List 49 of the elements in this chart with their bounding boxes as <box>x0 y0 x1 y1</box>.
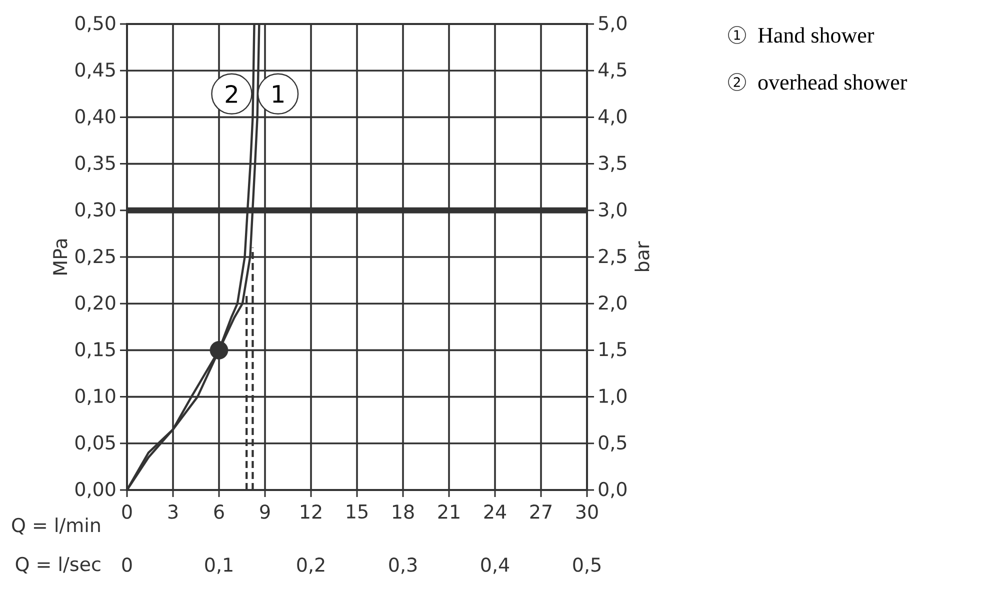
x-tick-label: 12 <box>301 504 322 519</box>
x-tick-label: 9 <box>260 504 270 519</box>
y-tick-label: 0,05 <box>75 435 115 452</box>
y2-tick-label: 1,5 <box>600 342 626 358</box>
y2-tick-label: 1,0 <box>600 388 626 405</box>
y2-tick-label: 0,0 <box>598 482 626 498</box>
annotation: 2 <box>226 84 237 103</box>
y-tick-label: 0,20 <box>75 295 116 312</box>
y-tick-label: 0,40 <box>75 109 116 126</box>
x-tick-label: 6 <box>214 504 224 519</box>
y-tick-label: 0,25 <box>75 248 115 266</box>
y-tick-label: 0,00 <box>75 482 116 498</box>
y2-tick-label: 5,0 <box>599 16 626 32</box>
x-tick-label: 24 <box>484 504 506 519</box>
text: 2 <box>734 77 740 87</box>
y2-tick-label: 3,0 <box>598 202 626 219</box>
y2-tick-label: 4,5 <box>598 62 626 79</box>
y-tick-label: 0,50 <box>75 16 116 32</box>
x2-tick-label: 0,1 <box>205 558 232 574</box>
x-tick-label: 3 <box>168 504 178 519</box>
x-tick-label: 27 <box>530 504 552 519</box>
y2-tick-label: 0,5 <box>598 435 626 452</box>
text: Hand shower <box>758 27 874 43</box>
y2-axis-title: bar <box>634 241 650 272</box>
y-tick-label: 0,35 <box>75 156 115 172</box>
x-tick-label: 21 <box>438 504 460 519</box>
x-tick-label: 18 <box>393 504 414 519</box>
y-tick-label: 0,30 <box>75 202 116 219</box>
y2-tick-label: 2,0 <box>598 295 626 312</box>
y-tick-label: 0,45 <box>75 62 115 79</box>
annotation: 1 <box>273 85 284 103</box>
y2-tick-label: 2,5 <box>598 248 626 266</box>
x-tick-label: 0 <box>122 504 132 519</box>
x2-tick-label: 0,2 <box>297 558 324 574</box>
y-tick-label: 0,15 <box>75 342 115 358</box>
x-axis-title: Q = l/min <box>12 518 100 534</box>
x2-tick-label: 0,3 <box>389 558 417 574</box>
x-tick-label: 15 <box>347 504 368 519</box>
x2-tick-label: 0,5 <box>573 558 600 574</box>
y-axis-title: MPa <box>53 239 68 274</box>
x2-axis-title: Q = l/sec <box>16 556 100 574</box>
y-tick-label: 0,10 <box>75 388 116 405</box>
x2-tick-label: 0,4 <box>481 558 510 574</box>
text: 1 <box>734 30 740 40</box>
x-tick-label: 30 <box>576 504 598 519</box>
x2-tick-label: 0 <box>122 558 132 572</box>
y2-tick-label: 3,5 <box>598 156 626 172</box>
text: overhead shower <box>758 74 908 90</box>
y2-tick-label: 4,0 <box>598 109 626 126</box>
